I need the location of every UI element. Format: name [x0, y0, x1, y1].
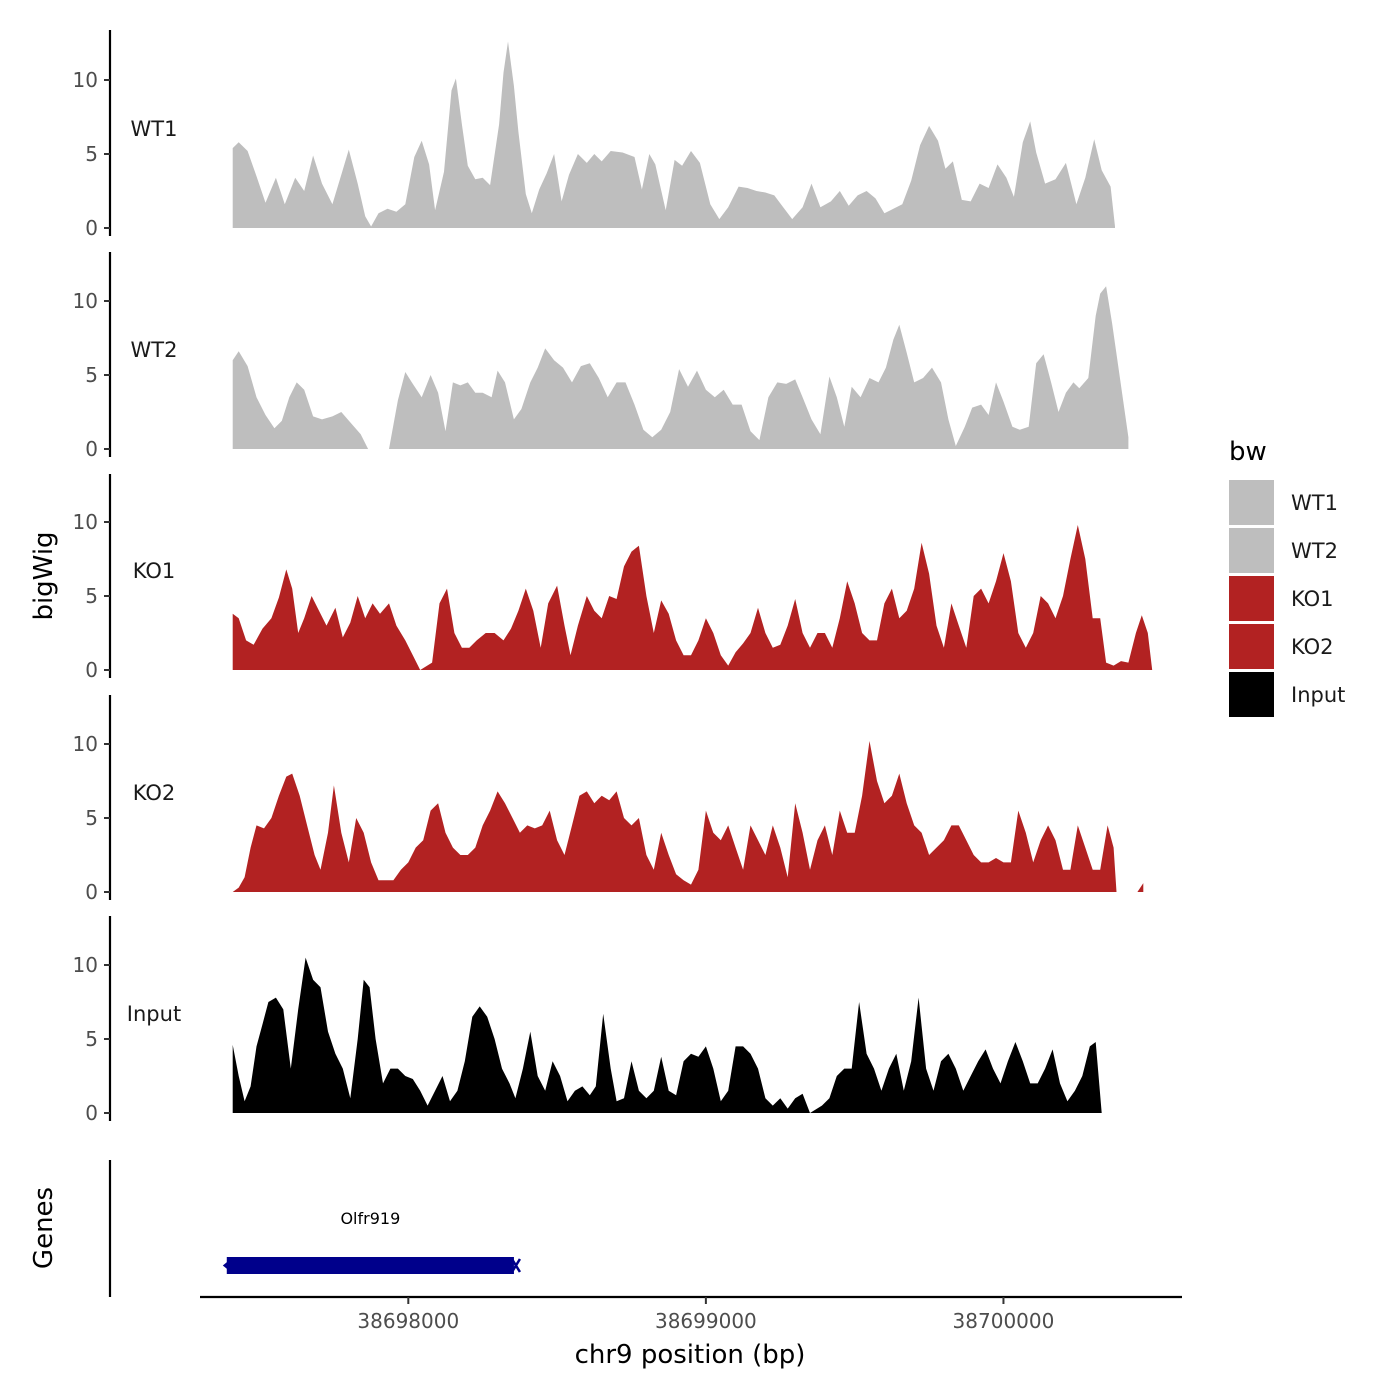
legend: bw WT1 WT2 KO1 KO2 Input	[1229, 437, 1345, 717]
y-tick-label-ko1-10: 10	[73, 510, 98, 534]
legend-label-wt1: WT1	[1291, 491, 1338, 515]
track-label-wt1: WT1	[131, 117, 178, 141]
x-axis-title: chr9 position (bp)	[575, 1340, 806, 1370]
y-tick-label-input-10: 10	[73, 953, 98, 977]
y-axis-title: bigWig	[29, 531, 59, 620]
y-tick-label-wt2-10: 10	[73, 289, 98, 313]
track-ko1: 0 5 10 KO1	[73, 474, 1153, 682]
gene-strand-arrow-start	[222, 1258, 234, 1273]
x-axis: 38698000 38699000 38700000	[200, 1295, 1182, 1333]
legend-label-input: Input	[1291, 683, 1345, 707]
gene-body-olfr919	[226, 1257, 514, 1274]
legend-key-ko1	[1229, 576, 1274, 621]
genes-axis-title: Genes	[29, 1187, 59, 1269]
area-ko1	[232, 525, 1153, 670]
area-ko2	[232, 741, 1144, 892]
area-input	[232, 957, 1102, 1113]
y-tick-label-ko2-5: 5	[85, 806, 98, 830]
y-tick-label-wt2-0: 0	[85, 437, 98, 461]
y-tick-label-wt1-0: 0	[85, 216, 98, 240]
track-input: 0 5 10 Input	[73, 916, 1102, 1125]
area-wt2	[232, 286, 1129, 449]
y-tick-label-input-0: 0	[85, 1101, 98, 1125]
y-tick-label-wt1-10: 10	[73, 68, 98, 92]
y-tick-label-input-5: 5	[85, 1027, 98, 1051]
track-wt1: 0 5 10 WT1	[73, 30, 1115, 240]
track-label-input: Input	[127, 1002, 181, 1026]
y-tick-label-wt2-5: 5	[85, 363, 98, 387]
y-tick-label-ko1-5: 5	[85, 584, 98, 608]
genes-panel: Olfr919	[108, 1160, 522, 1297]
y-tick-label-ko1-0: 0	[85, 658, 98, 682]
x-tick-label-38698000: 38698000	[357, 1309, 459, 1333]
legend-label-ko1: KO1	[1291, 587, 1334, 611]
area-wt1	[232, 41, 1115, 228]
track-wt2: 0 5 10 WT2	[73, 252, 1129, 461]
x-tick-label-38699000: 38699000	[655, 1309, 757, 1333]
y-tick-label-wt1-5: 5	[85, 142, 98, 166]
legend-key-wt1	[1229, 480, 1274, 525]
gene-label-olfr919: Olfr919	[340, 1209, 400, 1228]
bigwig-tracks: 0 5 10 WT1 0 5 10 WT2 0 5 10 KO1 0 5 10 KO2 0 5 10 Input	[73, 30, 1153, 1125]
legend-label-ko2: KO2	[1291, 635, 1334, 659]
x-tick-label-38700000: 38700000	[953, 1309, 1055, 1333]
legend-title: bw	[1229, 437, 1267, 467]
legend-key-input	[1229, 672, 1274, 717]
y-tick-label-ko2-0: 0	[85, 880, 98, 904]
track-label-ko1: KO1	[133, 559, 176, 583]
track-ko2: 0 5 10 KO2	[73, 695, 1144, 904]
track-label-wt2: WT2	[131, 338, 178, 362]
gene-olfr919: Olfr919	[222, 1209, 522, 1274]
legend-key-ko2	[1229, 624, 1274, 669]
legend-key-wt2	[1229, 528, 1274, 573]
gene-strand-arrow-end	[510, 1258, 522, 1273]
y-tick-label-ko2-10: 10	[73, 732, 98, 756]
track-label-ko2: KO2	[133, 781, 176, 805]
legend-label-wt2: WT2	[1291, 539, 1338, 563]
